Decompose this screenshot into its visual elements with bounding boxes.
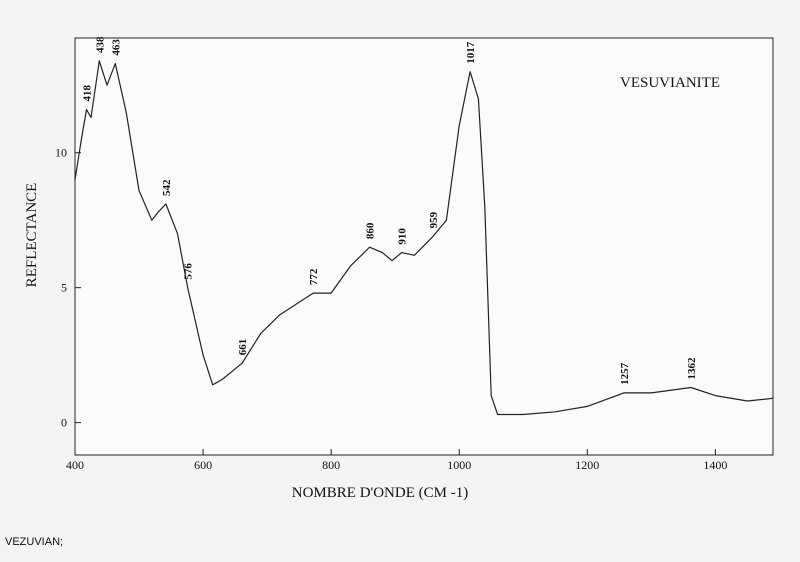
x-tick-label: 600: [194, 458, 212, 472]
y-tick-label: 0: [61, 416, 67, 430]
x-tick-label: 400: [66, 458, 84, 472]
x-tick-label: 800: [322, 458, 340, 472]
peak-label: 772: [308, 268, 320, 285]
peak-label: 542: [161, 179, 173, 196]
peak-label: 418: [82, 85, 94, 102]
peak-label: 910: [397, 228, 409, 245]
peak-label: 860: [365, 222, 377, 239]
y-axis-label: REFLECTANCE: [24, 183, 40, 288]
peak-label: 959: [428, 211, 440, 228]
peak-label: 463: [110, 39, 122, 56]
peak-label: 1017: [465, 41, 477, 64]
peak-label: 1362: [686, 357, 698, 380]
y-tick-label: 5: [61, 281, 67, 295]
peak-label: 438: [94, 36, 106, 53]
y-tick-label: 10: [55, 146, 67, 160]
peak-label: 661: [237, 339, 249, 356]
peak-label: 576: [183, 263, 195, 280]
x-axis-label: NOMBRE D'ONDE (CM -1): [292, 485, 468, 501]
x-tick-label: 1200: [575, 458, 599, 472]
x-tick-label: 1400: [703, 458, 727, 472]
plot-frame: [74, 37, 774, 456]
x-tick-label: 1000: [447, 458, 471, 472]
peak-label: 1257: [619, 362, 631, 385]
spectrum-line: [74, 60, 774, 416]
chart-title: VESUVIANITE: [620, 75, 720, 91]
caption: VEZUVIAN;: [5, 536, 63, 548]
